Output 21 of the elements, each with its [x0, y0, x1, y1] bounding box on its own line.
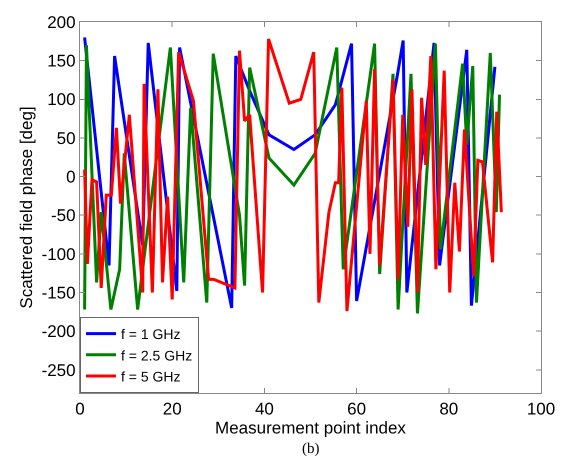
x-tick-label: 40 — [254, 399, 274, 418]
y-tick-label: 200 — [47, 12, 76, 32]
y-tick-label: -200 — [42, 322, 76, 342]
y-tick-label: -150 — [42, 283, 76, 302]
y-tick-label: -50 — [51, 206, 76, 226]
y-tick-label: 50 — [56, 128, 76, 148]
x-tick-label: 100 — [526, 399, 556, 418]
y-tick-label: 150 — [47, 52, 76, 71]
text: (b) — [302, 441, 320, 457]
legend-label: f = 1 GHz — [121, 326, 181, 342]
y-tick-label: 0 — [66, 168, 76, 187]
legend-label: f = 2.5 GHz — [121, 347, 192, 364]
y-tick-label: -250 — [42, 360, 76, 380]
y-tick-label: -100 — [42, 244, 76, 264]
x-tick-label: 80 — [439, 399, 458, 418]
x-tick-label: 60 — [347, 399, 366, 418]
legend-label: f = 5 GHz — [121, 368, 181, 384]
y-axis-title: Scattered field phase [deg] — [17, 106, 36, 309]
x-tick-label: 20 — [162, 399, 182, 418]
y-tick-label: 100 — [47, 90, 76, 110]
x-axis-title: Measurement point index — [215, 418, 406, 438]
